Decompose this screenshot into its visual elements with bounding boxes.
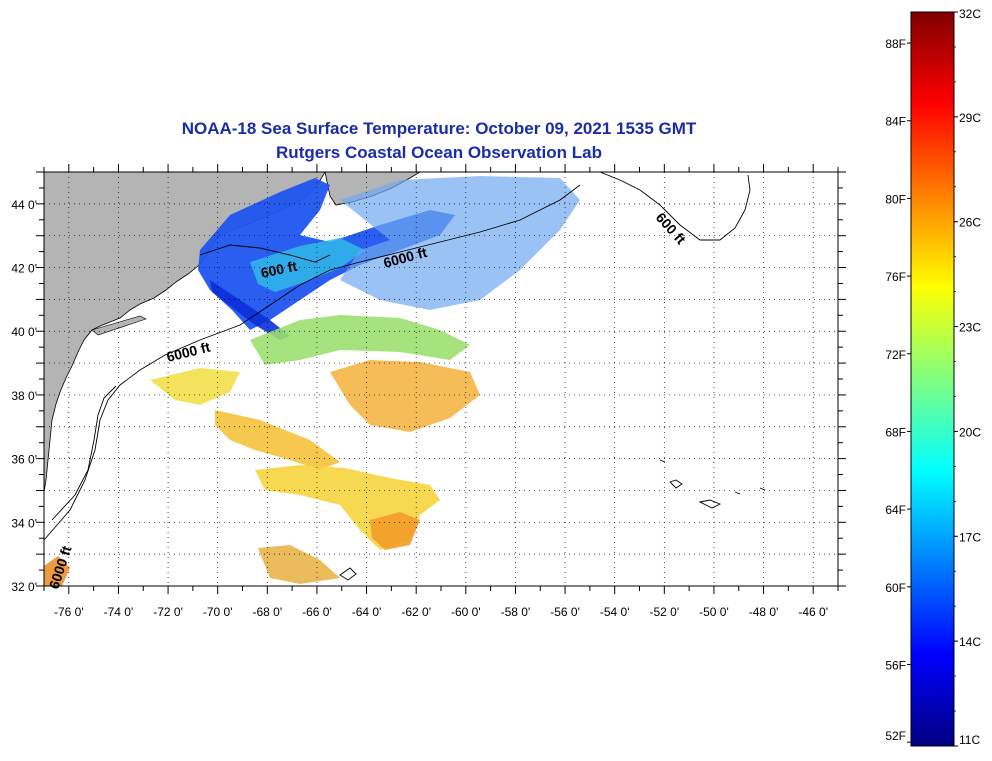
colorbar-fahrenheit-label: 84F — [885, 115, 906, 129]
longitude-labels: -76 0' -74 0' -72 0' -70 0' -68 0' -66 0' -64 … — [54, 605, 828, 619]
colorbar-celsius-label: 14C — [959, 635, 981, 649]
sst-cyan-slope — [250, 238, 365, 292]
colorbar-celsius-label: 17C — [959, 530, 981, 544]
longitude-label: -58 0' — [501, 605, 531, 619]
longitude-label: -46 0' — [798, 605, 828, 619]
colorbar-fahrenheit-label: 52F — [885, 729, 906, 743]
colorbar-ticks — [907, 11, 958, 747]
colorbar — [910, 11, 955, 747]
longitude-label: -68 0' — [252, 605, 282, 619]
colorbar-celsius-label: 23C — [959, 321, 981, 335]
longitude-label: -56 0' — [550, 605, 580, 619]
depth-contours — [44, 172, 766, 581]
latitude-label: 34 0' — [11, 516, 37, 530]
colorbar-fahrenheit-label: 60F — [885, 581, 906, 595]
latitude-label: 32 0' — [11, 580, 37, 594]
colorbar-fahrenheit-label: 68F — [885, 425, 906, 439]
colorbar-fahrenheit-label: 72F — [885, 348, 906, 362]
colorbar-fahrenheit-label: 80F — [885, 192, 906, 206]
latitude-label: 38 0' — [11, 389, 37, 403]
colorbar-fahrenheit-label: 56F — [885, 658, 906, 672]
graticule — [44, 172, 838, 586]
sst-deep-blue — [210, 280, 290, 340]
axis-ticks — [36, 164, 846, 594]
longitude-label: -66 0' — [302, 605, 332, 619]
sst-south-patch — [258, 545, 340, 584]
latitude-label: 40 0' — [11, 325, 37, 339]
colorbar-celsius-label: 20C — [959, 425, 981, 439]
colorbar-celsius-labels: 32C 29C 26C 23C 20C 17C 14C 11C — [959, 7, 981, 747]
longitude-label: -74 0' — [104, 605, 134, 619]
latitude-label: 36 0' — [11, 453, 37, 467]
longitude-label: -70 0' — [203, 605, 233, 619]
colorbar-fahrenheit-label: 88F — [885, 37, 906, 51]
colorbar-celsius-label: 32C — [959, 7, 981, 21]
sst-green-band — [250, 315, 470, 365]
colorbar-fahrenheit-labels: 88F 84F 80F 76F 72F 68F 64F 60F 56F 52F — [885, 37, 906, 743]
long-island — [91, 315, 147, 336]
longitude-label: -72 0' — [153, 605, 183, 619]
map-subtitle: Rutgers Coastal Ocean Observation Lab — [276, 143, 602, 162]
sst-warm-band-1 — [215, 410, 340, 470]
longitude-label: -64 0' — [352, 605, 382, 619]
longitude-label: -62 0' — [401, 605, 431, 619]
longitude-label: -60 0' — [451, 605, 481, 619]
longitude-label: -50 0' — [699, 605, 729, 619]
map-title: NOAA-18 Sea Surface Temperature: October… — [181, 119, 697, 138]
longitude-label: -48 0' — [749, 605, 779, 619]
sst-scotian-cool — [340, 176, 580, 310]
contour-label-600ft-north: 600 ft — [259, 258, 298, 281]
colorbar-celsius-label: 26C — [959, 216, 981, 230]
longitude-label: -76 0' — [54, 605, 84, 619]
sst-southwest-corner — [44, 556, 70, 586]
colorbar-fahrenheit-label: 76F — [885, 270, 906, 284]
latitude-label: 42 0' — [11, 262, 37, 276]
colorbar-celsius-label: 11C — [959, 733, 980, 747]
sst-orange-east — [330, 360, 480, 432]
colorbar-celsius-label: 29C — [959, 111, 981, 125]
longitude-label: -54 0' — [600, 605, 630, 619]
latitude-labels: 44 0' 42 0' 40 0' 38 0' 36 0' 34 0' 32 0' — [11, 198, 37, 594]
sst-data — [44, 176, 580, 586]
colorbar-fahrenheit-label: 64F — [885, 503, 906, 517]
longitude-label: -52 0' — [649, 605, 679, 619]
latitude-label: 44 0' — [11, 198, 37, 212]
sst-orange-patch — [370, 512, 420, 550]
